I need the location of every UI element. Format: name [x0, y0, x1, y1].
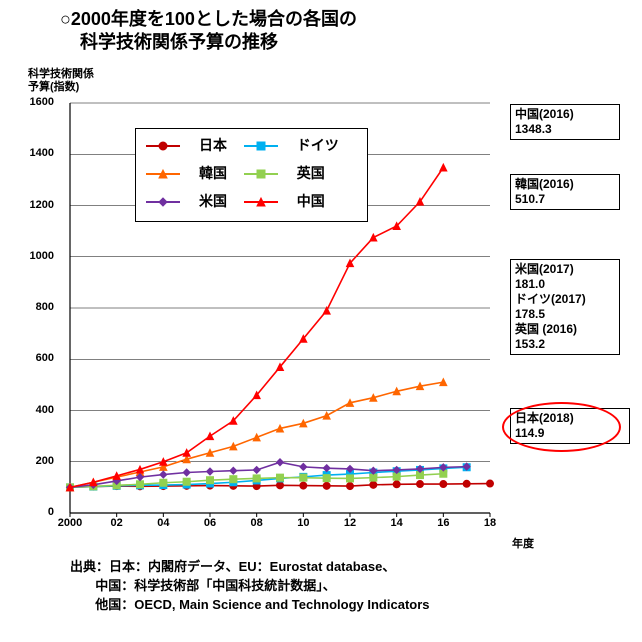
xtick-label: 04	[148, 517, 178, 529]
x-axis-label: 年度	[512, 535, 534, 551]
xtick-label: 2000	[55, 517, 85, 529]
ytick-label: 1200	[14, 199, 54, 211]
ytick-label: 600	[14, 352, 54, 364]
chart-title: ○2000年度を100とした場合の各国の 科学技術関係予算の推移	[0, 0, 642, 55]
xtick-label: 12	[335, 517, 365, 529]
xtick-label: 06	[195, 517, 225, 529]
title-line2: 科学技術関係予算の推移	[80, 32, 278, 52]
legend-label: ドイツ	[295, 131, 359, 159]
y-axis-label: 科学技術関係 予算(指数)	[28, 68, 94, 94]
xtick-label: 16	[428, 517, 458, 529]
japan-end-label: 日本(2018) 114.9	[510, 408, 630, 444]
ytick-label: 800	[14, 301, 54, 313]
ytick-label: 0	[14, 506, 54, 518]
legend-label: 韓国	[197, 159, 242, 187]
end-label-box: 中国(2016)1348.3	[510, 104, 620, 140]
xtick-label: 10	[288, 517, 318, 529]
ytick-label: 200	[14, 455, 54, 467]
ytick-label: 400	[14, 404, 54, 416]
xtick-label: 14	[382, 517, 412, 529]
ytick-label: 1400	[14, 147, 54, 159]
end-label-box: 米国(2017)181.0ドイツ(2017)178.5英国 (2016)153.…	[510, 259, 620, 355]
end-label-box: 韓国(2016)510.7	[510, 174, 620, 210]
legend-label: 中国	[295, 187, 359, 215]
xtick-label: 02	[102, 517, 132, 529]
ytick-label: 1000	[14, 250, 54, 262]
xtick-label: 18	[475, 517, 505, 529]
legend-label: 日本	[197, 131, 242, 159]
title-line1: ○2000年度を100とした場合の各国の	[60, 9, 357, 29]
source-citation: 出典：日本：内閣府データ、EU：Eurostat database、 中国：科学…	[70, 558, 430, 615]
legend-label: 米国	[197, 187, 242, 215]
xtick-label: 08	[242, 517, 272, 529]
legend: 日本 ドイツ韓国 英国米国 中国	[135, 128, 368, 222]
legend-label: 英国	[295, 159, 359, 187]
ytick-label: 1600	[14, 96, 54, 108]
